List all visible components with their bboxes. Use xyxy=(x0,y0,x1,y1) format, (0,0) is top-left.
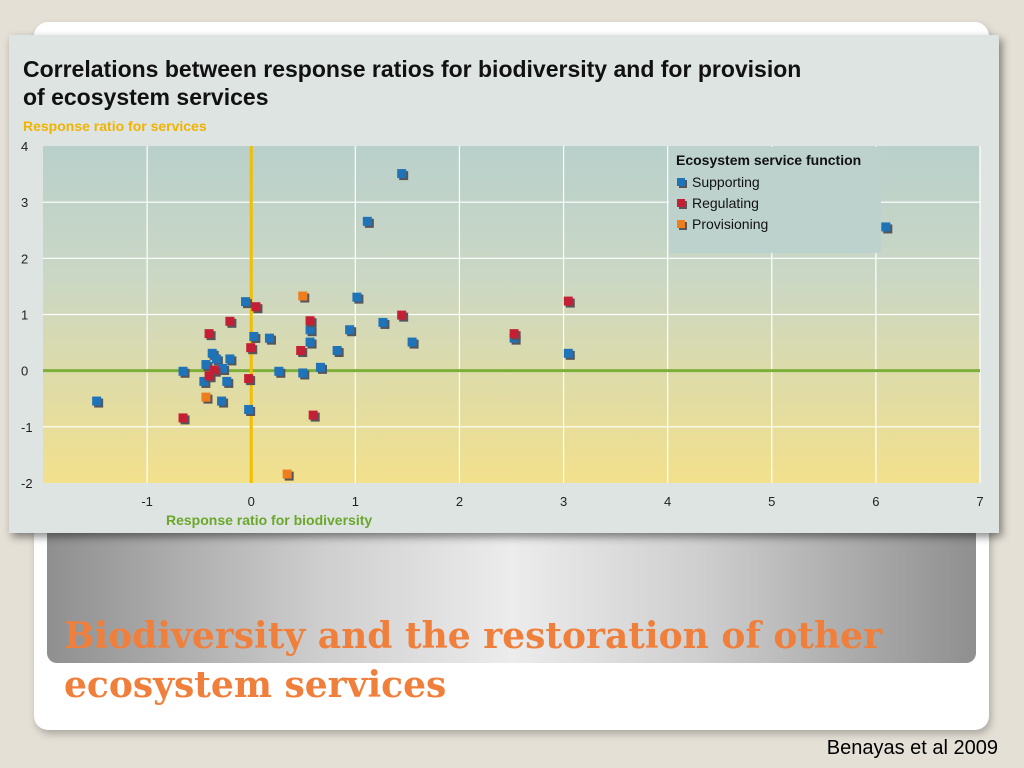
data-point-provisioning xyxy=(282,469,292,479)
y-tick-label: -2 xyxy=(21,476,33,491)
data-points xyxy=(92,169,893,481)
data-point-supporting xyxy=(378,317,388,327)
x-tick-label: 6 xyxy=(872,494,879,509)
chart-title-line-2: of ecosystem services xyxy=(23,84,269,110)
slide-title: Biodiversity and the restoration of othe… xyxy=(64,615,883,706)
title-band xyxy=(47,520,976,663)
x-axis-title: Response ratio for biodiversity xyxy=(166,512,372,528)
data-point-supporting xyxy=(362,216,372,226)
data-point-regulating xyxy=(308,410,318,420)
legend-swatch-supporting xyxy=(677,178,685,186)
data-point-supporting xyxy=(218,363,228,373)
data-point-supporting xyxy=(407,337,417,347)
data-point-regulating xyxy=(204,329,214,339)
y-tick-label: 1 xyxy=(21,308,28,323)
data-point-supporting xyxy=(264,333,274,343)
x-tick-label: 1 xyxy=(352,494,359,509)
data-point-supporting xyxy=(305,337,315,347)
data-point-supporting xyxy=(397,169,407,179)
scatter-chart: Correlations between response ratios for… xyxy=(21,56,984,528)
data-point-supporting xyxy=(249,331,259,341)
chart-title-line-1: Correlations between response ratios for… xyxy=(23,56,801,82)
data-point-provisioning xyxy=(201,392,211,402)
data-point-supporting xyxy=(274,366,284,376)
data-point-regulating xyxy=(563,296,573,306)
data-point-supporting xyxy=(199,376,209,386)
data-point-supporting xyxy=(345,325,355,335)
data-point-supporting xyxy=(305,325,315,335)
data-point-supporting xyxy=(332,346,342,356)
y-tick-label: 3 xyxy=(21,195,28,210)
data-point-regulating xyxy=(509,329,519,339)
data-point-regulating xyxy=(209,365,219,375)
y-tick-label: 4 xyxy=(21,139,28,154)
x-tick-label: -1 xyxy=(141,494,153,509)
data-point-supporting xyxy=(217,396,227,406)
citation: Benayas et al 2009 xyxy=(826,737,998,759)
legend-box xyxy=(669,147,881,253)
data-point-supporting xyxy=(211,354,221,364)
data-point-supporting xyxy=(315,362,325,372)
data-point-supporting xyxy=(225,354,235,364)
data-point-supporting xyxy=(92,396,102,406)
data-point-regulating xyxy=(397,310,407,320)
data-point-supporting xyxy=(881,222,891,232)
data-point-supporting xyxy=(201,360,211,370)
x-tick-label: 7 xyxy=(976,494,983,509)
y-tick-label: -1 xyxy=(21,420,33,435)
data-point-regulating xyxy=(251,302,261,312)
legend-label-supporting: Supporting xyxy=(692,174,760,190)
data-point-supporting xyxy=(241,297,251,307)
y-axis-title: Response ratio for services xyxy=(23,118,207,134)
legend-label-provisioning: Provisioning xyxy=(692,216,768,232)
data-point-supporting xyxy=(178,366,188,376)
legend-swatch-provisioning xyxy=(677,220,685,228)
data-point-regulating xyxy=(204,371,214,381)
legend: Supporting Regulating Provisioning xyxy=(677,174,768,232)
legend-title: Ecosystem service function xyxy=(676,152,861,168)
data-point-regulating xyxy=(244,374,254,384)
x-tick-label: 0 xyxy=(248,494,255,509)
data-point-regulating xyxy=(178,413,188,423)
grid-lines xyxy=(43,146,981,483)
x-tick-label: 4 xyxy=(664,494,671,509)
data-point-supporting xyxy=(563,348,573,358)
data-point-supporting xyxy=(207,348,217,358)
data-point-regulating xyxy=(246,343,256,353)
legend-swatch-regulating xyxy=(677,199,685,207)
tick-labels: -1 0 1 2 3 4 5 6 7 -2 -1 0 1 2 3 4 xyxy=(21,139,984,509)
y-tick-label: 2 xyxy=(21,251,28,266)
data-point-regulating xyxy=(225,316,235,326)
legend-label-regulating: Regulating xyxy=(692,195,759,211)
y-tick-label: 0 xyxy=(21,364,28,379)
data-point-provisioning xyxy=(298,291,308,301)
data-point-supporting xyxy=(244,404,254,414)
data-point-regulating xyxy=(305,316,315,326)
x-tick-label: 3 xyxy=(560,494,567,509)
chart-figure: Correlations between response ratios for… xyxy=(9,35,999,533)
data-point-supporting xyxy=(298,368,308,378)
x-tick-label: 2 xyxy=(456,494,463,509)
data-point-regulating xyxy=(296,346,306,356)
data-point-supporting xyxy=(222,376,232,386)
x-tick-label: 5 xyxy=(768,494,775,509)
data-point-supporting xyxy=(352,292,362,302)
